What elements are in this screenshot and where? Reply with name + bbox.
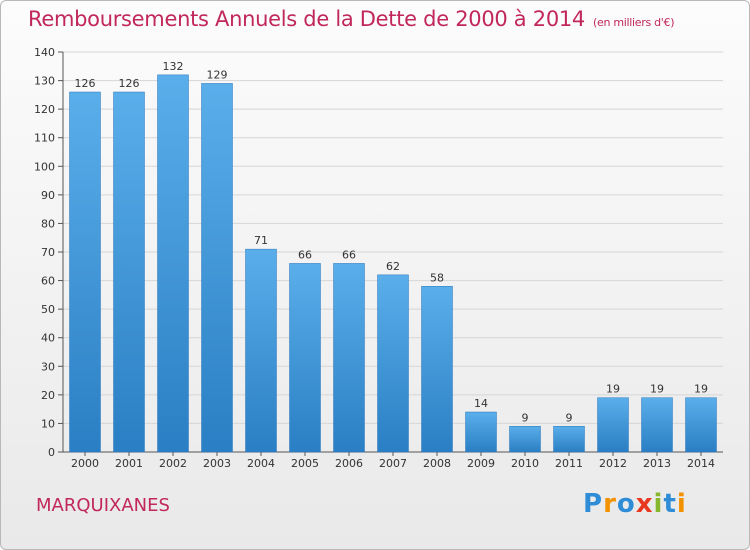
data-label-2003: 129 xyxy=(207,68,228,81)
x-tick-label: 2001 xyxy=(115,457,143,470)
x-tick-label: 2005 xyxy=(291,457,319,470)
y-tick-label: 110 xyxy=(34,132,55,145)
chart-title-text: Remboursements Annuels de la Dette de 20… xyxy=(28,7,585,31)
data-label-2006: 66 xyxy=(342,248,356,261)
y-tick-label: 120 xyxy=(34,103,55,116)
data-label-2008: 58 xyxy=(430,271,444,284)
y-tick-label: 0 xyxy=(48,446,55,459)
bar-2013 xyxy=(641,397,673,453)
x-tick-label: 2013 xyxy=(643,457,671,470)
y-tick-label: 90 xyxy=(41,189,55,202)
x-tick-label: 2007 xyxy=(379,457,407,470)
data-label-2012: 19 xyxy=(606,383,620,396)
x-tick-label: 2014 xyxy=(687,457,715,470)
x-tick-label: 2011 xyxy=(555,457,583,470)
bar-2011 xyxy=(553,426,585,453)
y-tick-label: 10 xyxy=(41,417,55,430)
x-tick-label: 2009 xyxy=(467,457,495,470)
data-label-2011: 9 xyxy=(566,411,573,424)
y-tick-label: 40 xyxy=(41,332,55,345)
bar-2010 xyxy=(509,426,541,453)
bar-2004 xyxy=(245,248,277,453)
data-label-2004: 71 xyxy=(254,234,268,247)
x-tick-label: 2003 xyxy=(203,457,231,470)
bar-2000 xyxy=(69,91,101,453)
bar-2005 xyxy=(289,263,321,453)
x-tick-label: 2010 xyxy=(511,457,539,470)
chart-title: Remboursements Annuels de la Dette de 20… xyxy=(28,7,674,31)
data-label-2002: 132 xyxy=(163,60,184,73)
data-label-2009: 14 xyxy=(474,397,488,410)
y-tick-label: 60 xyxy=(41,275,55,288)
commune-name: MARQUIXANES xyxy=(36,495,170,516)
data-labels: 126 126 132 129 71 66 66 62 58 14 9 9 19 19 19 xyxy=(75,60,709,424)
x-tick-label: 2004 xyxy=(247,457,275,470)
bar-2001 xyxy=(113,91,145,453)
x-tick-label: 2002 xyxy=(159,457,187,470)
y-tick-label: 80 xyxy=(41,217,55,230)
bar-2008 xyxy=(421,286,453,453)
data-label-2014: 19 xyxy=(694,383,708,396)
bar-2012 xyxy=(597,397,629,453)
bar-2002 xyxy=(157,74,189,453)
x-tick-label: 2006 xyxy=(335,457,363,470)
bar-2003 xyxy=(201,83,233,453)
bar-2006 xyxy=(333,263,365,453)
chart-unit: (en milliers d'€) xyxy=(593,16,675,29)
y-tick-label: 30 xyxy=(41,360,55,373)
x-tick-label: 2008 xyxy=(423,457,451,470)
data-label-2010: 9 xyxy=(522,411,529,424)
data-label-2013: 19 xyxy=(650,383,664,396)
x-tick-label: 2012 xyxy=(599,457,627,470)
bar-2014 xyxy=(685,397,717,453)
bars xyxy=(69,74,717,453)
y-tick-label: 100 xyxy=(34,160,55,173)
data-label-2001: 126 xyxy=(119,77,140,90)
bar-2009 xyxy=(465,411,497,453)
x-tick-label: 2000 xyxy=(71,457,99,470)
proxiti-logo[interactable]: Proxiti xyxy=(583,489,687,519)
y-tick-label: 70 xyxy=(41,246,55,259)
bar-2007 xyxy=(377,274,409,453)
data-label-2007: 62 xyxy=(386,260,400,273)
y-tick-label: 20 xyxy=(41,389,55,402)
y-tick-label: 140 xyxy=(34,46,55,59)
data-label-2005: 66 xyxy=(298,248,312,261)
y-tick-label: 130 xyxy=(34,75,55,88)
data-label-2000: 126 xyxy=(75,77,96,90)
y-tick-label: 50 xyxy=(41,303,55,316)
